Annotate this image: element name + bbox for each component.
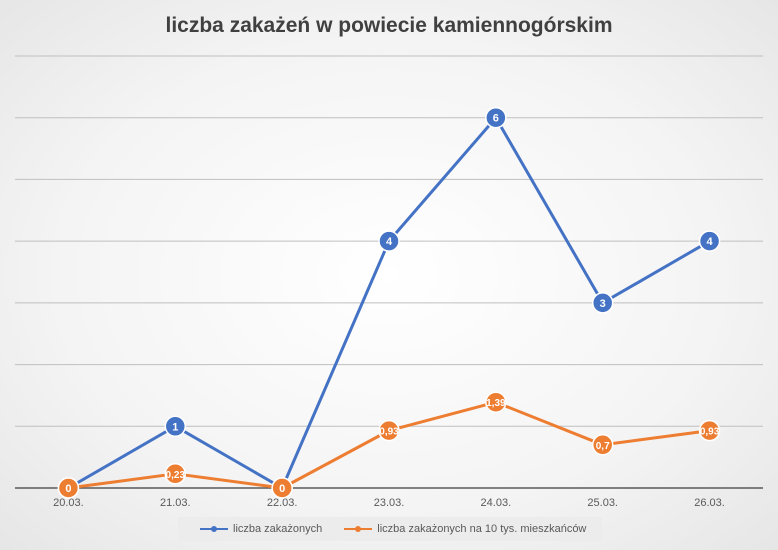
- data-point-series-2: [378, 419, 400, 442]
- x-tick-label: 21.03.: [160, 497, 191, 509]
- data-point-series-2: [271, 477, 293, 499]
- data-point-series-1: [164, 415, 187, 438]
- x-tick-label: 20.03.: [53, 497, 84, 509]
- x-tick-label: 23.03.: [374, 497, 405, 509]
- legend-label-series-2: liczba zakażonych na 10 tys. mieszkańców: [377, 523, 587, 535]
- data-point-series-2: [698, 419, 721, 442]
- data-label-series-2: 0,23: [166, 470, 186, 481]
- data-label-series-2: 0: [279, 483, 285, 495]
- legend-entry-series-1: liczba zakażonych: [200, 523, 322, 535]
- x-tick-label: 22.03.: [267, 497, 298, 509]
- data-point-series-1: [698, 230, 721, 252]
- legend-swatch-series-2: [344, 524, 373, 534]
- x-tick-label: 25.03.: [587, 497, 618, 509]
- data-label-series-2: 0,93: [379, 427, 399, 438]
- chart-title: liczba zakażeń w powiecie kamiennogórski…: [165, 14, 613, 37]
- data-label-series-2: 0,93: [700, 427, 720, 438]
- data-label-series-2: 0: [65, 483, 71, 495]
- legend-entry-series-2: liczba zakażonych na 10 tys. mieszkańców: [344, 523, 586, 535]
- data-point-series-2: [591, 434, 614, 456]
- data-label-series-1: 4: [386, 236, 393, 248]
- data-label-series-1: 4: [707, 236, 714, 248]
- data-label-series-2: 1,39: [486, 398, 506, 409]
- legend: liczba zakażonych liczba zakażonych na 1…: [178, 517, 602, 541]
- data-point-series-1: [485, 106, 507, 129]
- data-point-series-2: [164, 463, 187, 485]
- x-tick-label: 24.03.: [481, 497, 512, 509]
- legend-swatch-series-1: [200, 524, 228, 534]
- data-point-series-2: [57, 477, 80, 499]
- data-label-series-1: 6: [493, 113, 499, 125]
- data-point-series-2: [485, 391, 507, 413]
- data-label-series-1: 1: [172, 421, 178, 433]
- data-label-series-1: 3: [600, 298, 606, 310]
- legend-label-series-1: liczba zakażonych: [233, 523, 323, 535]
- data-point-series-1: [378, 230, 400, 252]
- data-point-series-1: [591, 292, 614, 314]
- data-label-series-2: 0,7: [596, 441, 610, 452]
- x-tick-label: 26.03.: [694, 497, 725, 509]
